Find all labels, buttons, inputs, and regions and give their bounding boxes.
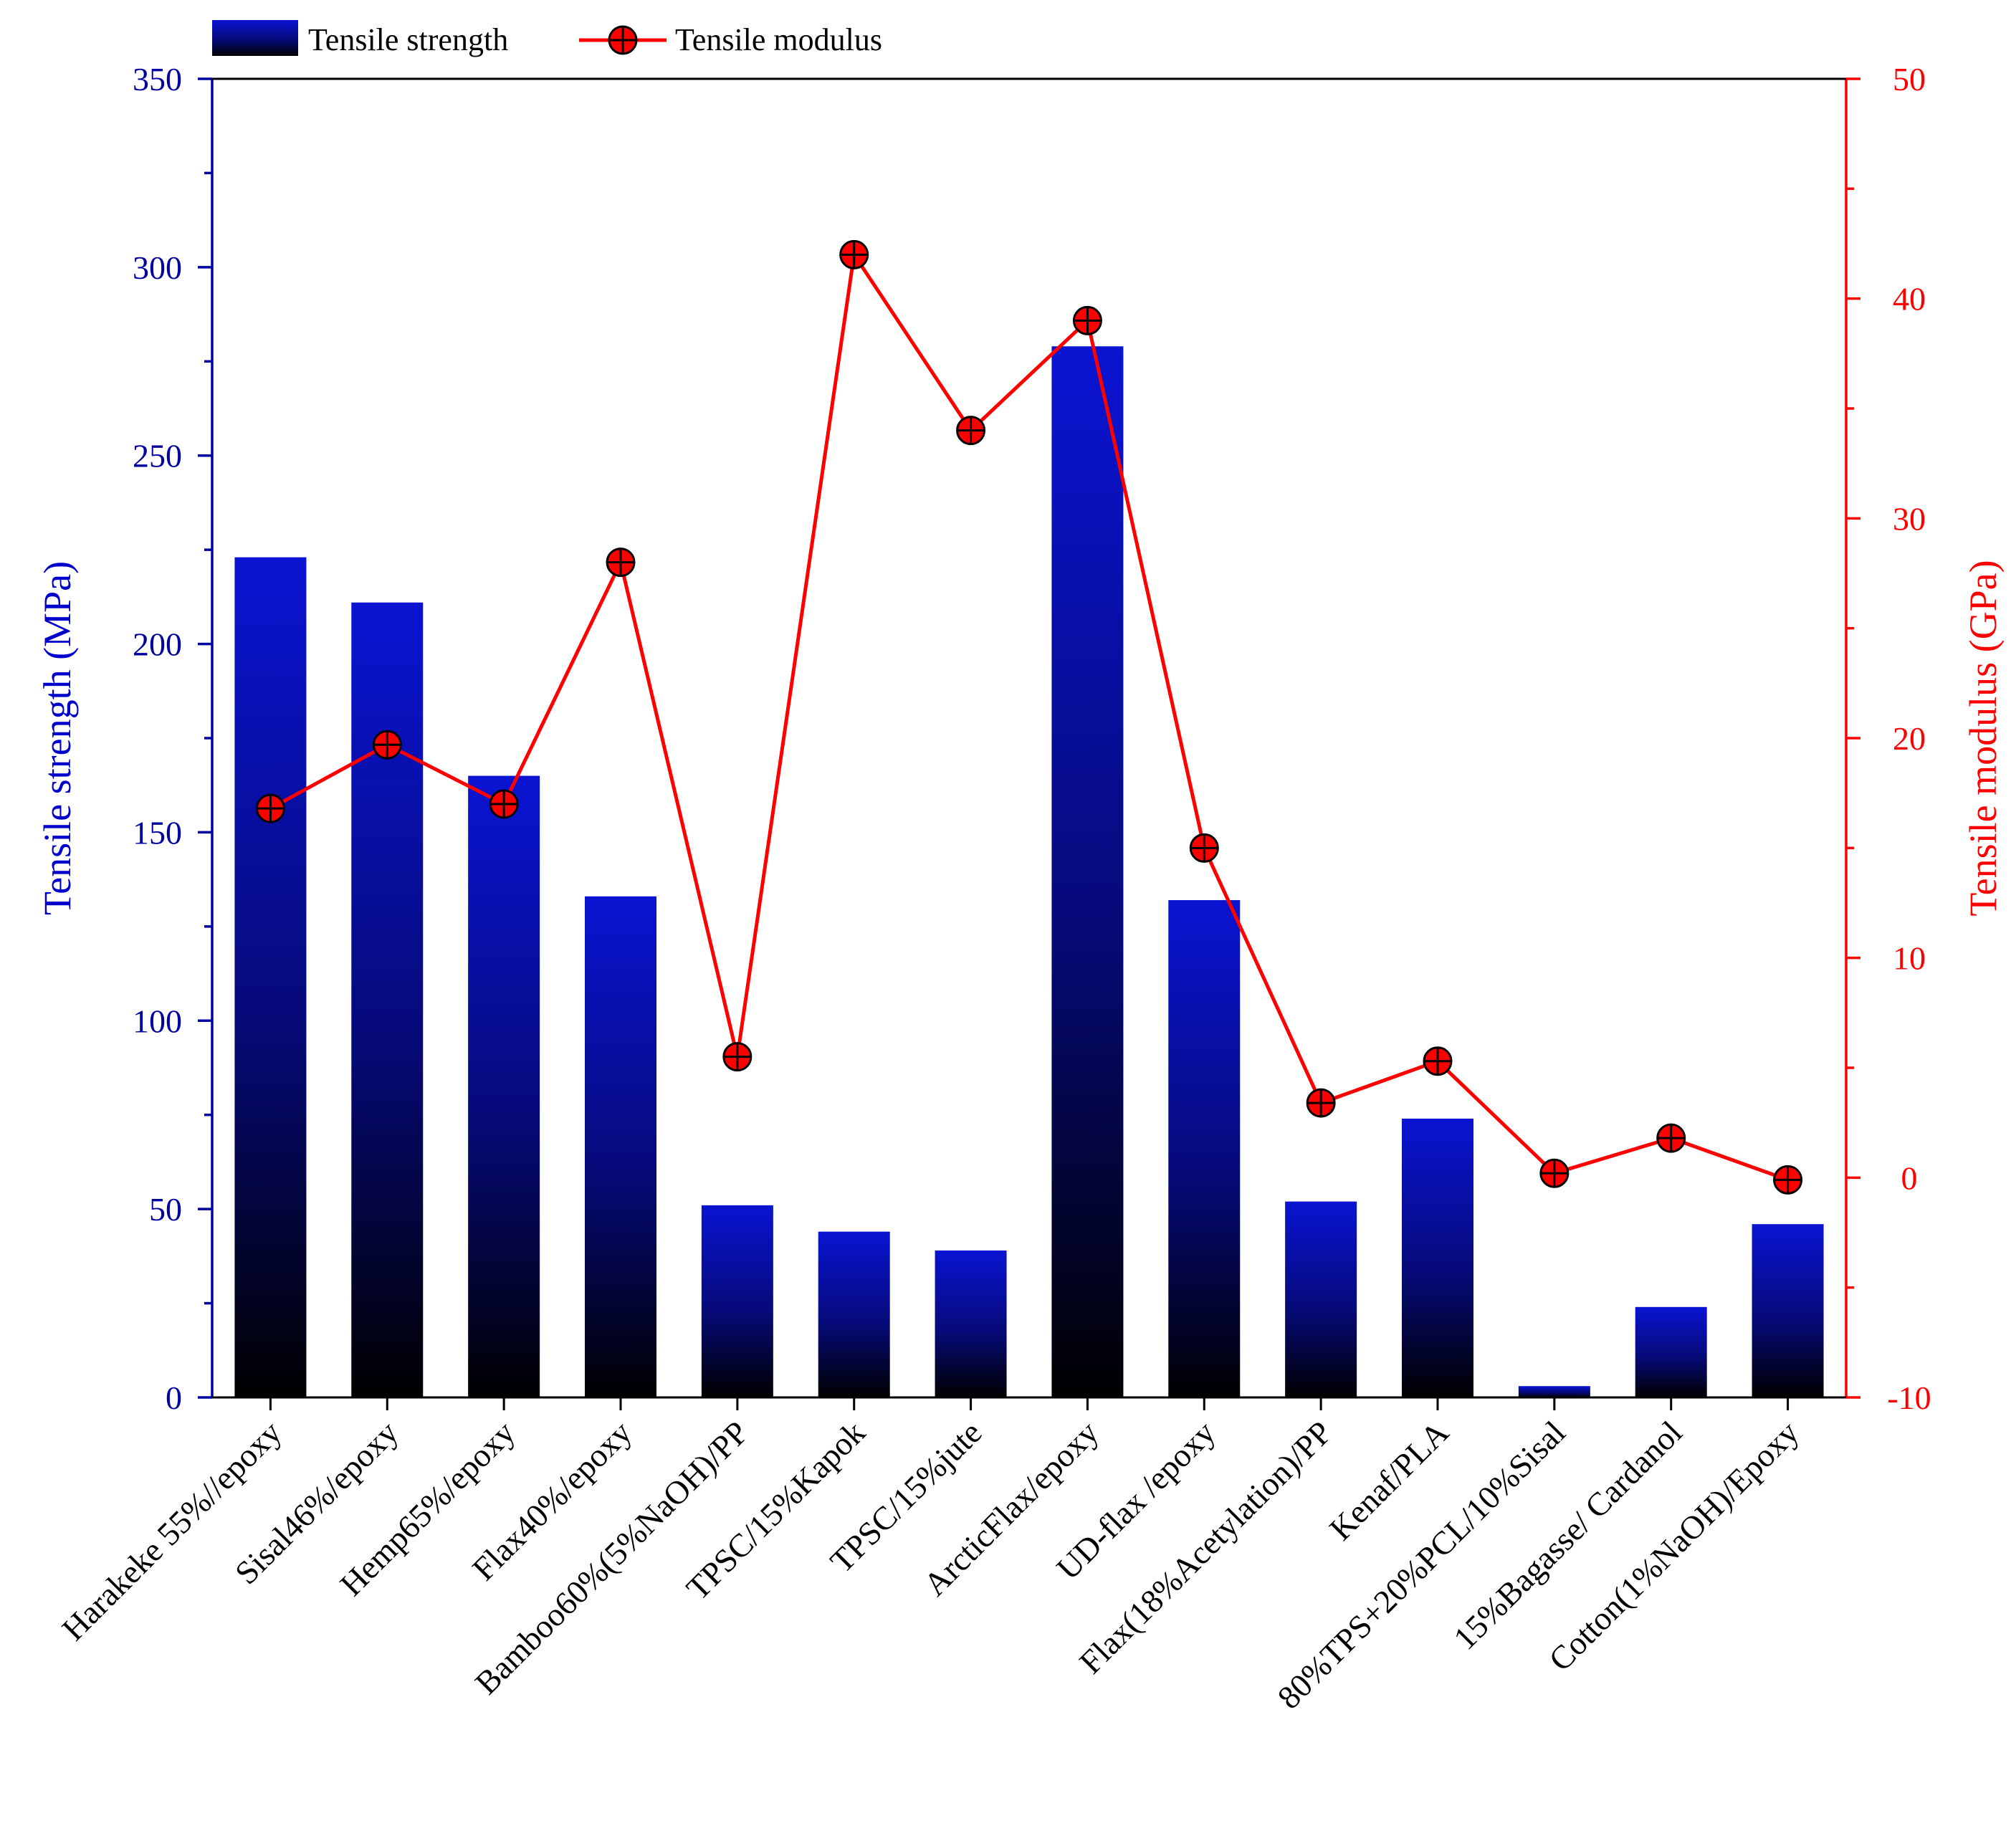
point-tensile-modulus <box>1539 1158 1570 1188</box>
bar-tensile-strength <box>1051 346 1124 1398</box>
right-axis-title: Tensile modulus (GPa) <box>1962 560 2005 916</box>
legend-swatch-tensile-strength <box>212 20 298 56</box>
bar-tensile-strength <box>1635 1306 1707 1397</box>
point-tensile-modulus <box>1072 305 1102 335</box>
left-tick-label: 100 <box>133 1003 182 1039</box>
bar-tensile-strength <box>1518 1386 1590 1397</box>
left-tick-label: 150 <box>133 814 182 851</box>
right-tick-label: 0 <box>1901 1160 1918 1196</box>
right-tick-label: -10 <box>1887 1380 1931 1416</box>
point-tensile-modulus <box>1306 1088 1336 1118</box>
left-tick-label: 300 <box>133 249 182 286</box>
left-tick-label: 250 <box>133 438 182 474</box>
right-tick-label: 10 <box>1893 940 1926 977</box>
bar-tensile-strength <box>351 602 424 1397</box>
bar-tensile-strength <box>234 557 307 1397</box>
bar-tensile-strength <box>1752 1224 1824 1397</box>
category-label: 15%Bagasse/ Cardanol <box>1446 1414 1689 1657</box>
bar-tensile-strength <box>585 896 656 1397</box>
axes <box>211 77 1848 1399</box>
legend-marker-icon <box>608 25 638 55</box>
bar-tensile-strength <box>1168 900 1241 1397</box>
category-labels: Harakeke 55%//epoxySisal46%/epoxyHemp65%… <box>55 1397 1806 1716</box>
right-tick-label: 50 <box>1893 61 1926 97</box>
legend-label-tensile-strength: Tensile strength <box>308 22 508 57</box>
left-tick-label: 200 <box>133 626 182 663</box>
point-tensile-modulus <box>1656 1123 1686 1153</box>
point-tensile-modulus <box>489 789 519 819</box>
bar-tensile-strength <box>468 775 540 1397</box>
legend: Tensile strength Tensile modulus <box>212 20 882 57</box>
bar-series-tensile-strength <box>234 346 1824 1398</box>
point-tensile-modulus <box>372 730 402 760</box>
line-tensile-modulus <box>269 249 1789 1182</box>
left-axis-ticks: 0 50 100 150 200 250 300 350 <box>133 61 212 1416</box>
right-tick-label: 40 <box>1893 281 1926 317</box>
point-tensile-modulus <box>1773 1165 1803 1195</box>
bar-tensile-strength <box>935 1250 1007 1397</box>
point-tensile-modulus <box>255 793 285 823</box>
left-axis-title: Tensile strength (MPa) <box>36 561 79 915</box>
right-tick-label: 30 <box>1893 500 1926 537</box>
point-tensile-modulus <box>1423 1046 1453 1076</box>
left-tick-label: 0 <box>166 1380 182 1416</box>
bar-tensile-strength <box>818 1231 890 1397</box>
bar-tensile-strength <box>1402 1118 1473 1397</box>
category-label: Harakeke 55%//epoxy <box>55 1414 289 1648</box>
point-tensile-modulus <box>839 239 869 269</box>
legend-swatch-tensile-modulus-marker <box>608 25 638 55</box>
right-tick-label: 20 <box>1893 720 1926 757</box>
point-tensile-modulus <box>1189 833 1219 863</box>
point-tensile-modulus <box>956 416 986 446</box>
right-axis-ticks: -10 0 10 20 30 40 50 <box>1846 61 1931 1416</box>
bar-tensile-strength <box>1285 1201 1357 1397</box>
legend-label-tensile-modulus: Tensile modulus <box>675 22 882 57</box>
line-series-tensile-modulus <box>255 239 1803 1195</box>
left-tick-label: 50 <box>149 1191 182 1228</box>
point-tensile-modulus <box>606 548 636 578</box>
bar-tensile-strength <box>701 1205 773 1397</box>
point-tensile-modulus <box>722 1042 753 1072</box>
left-tick-label: 350 <box>133 61 182 97</box>
